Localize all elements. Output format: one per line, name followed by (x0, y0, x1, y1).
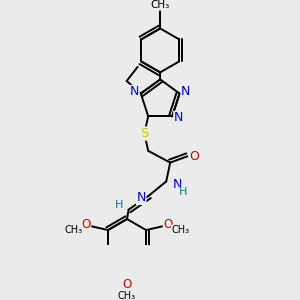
Text: N: N (172, 178, 182, 191)
Text: O: O (164, 218, 172, 231)
Text: S: S (140, 127, 148, 140)
Text: H: H (115, 200, 123, 210)
Text: CH₃: CH₃ (118, 291, 136, 300)
Text: N: N (136, 191, 146, 204)
Text: O: O (122, 278, 132, 292)
Text: CH₃: CH₃ (172, 225, 190, 235)
Text: N: N (130, 85, 139, 98)
Text: N: N (181, 85, 190, 98)
Text: H: H (179, 188, 188, 197)
Text: O: O (189, 150, 199, 163)
Text: O: O (81, 218, 91, 231)
Text: CH₃: CH₃ (64, 225, 82, 235)
Text: N: N (174, 111, 183, 124)
Text: CH₃: CH₃ (151, 0, 170, 10)
